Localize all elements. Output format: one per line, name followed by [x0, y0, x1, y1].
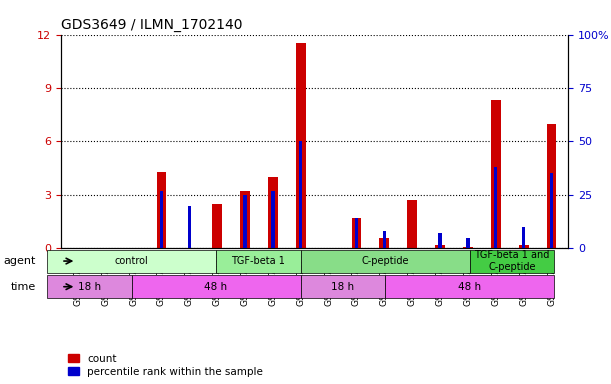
- Bar: [463, 247, 473, 248]
- Bar: [188, 205, 191, 248]
- Bar: [522, 227, 525, 248]
- Bar: [355, 218, 358, 248]
- Bar: [296, 43, 306, 248]
- FancyBboxPatch shape: [470, 250, 554, 273]
- Bar: [550, 174, 553, 248]
- Text: time: time: [10, 282, 35, 292]
- Text: TGF-beta 1 and
C-peptide: TGF-beta 1 and C-peptide: [474, 250, 549, 272]
- Bar: [435, 245, 445, 248]
- Text: agent: agent: [4, 256, 35, 266]
- Bar: [494, 167, 497, 248]
- Text: 48 h: 48 h: [205, 282, 228, 292]
- Bar: [271, 190, 274, 248]
- Bar: [299, 141, 302, 248]
- Bar: [156, 172, 166, 248]
- Bar: [491, 101, 500, 248]
- Legend: count, percentile rank within the sample: count, percentile rank within the sample: [67, 351, 265, 379]
- Bar: [466, 238, 470, 248]
- Text: TGF-beta 1: TGF-beta 1: [232, 256, 285, 266]
- Text: 18 h: 18 h: [78, 282, 101, 292]
- FancyBboxPatch shape: [47, 250, 216, 273]
- Bar: [519, 245, 529, 248]
- Bar: [351, 218, 361, 248]
- FancyBboxPatch shape: [301, 250, 470, 273]
- Text: 18 h: 18 h: [331, 282, 354, 292]
- Text: control: control: [115, 256, 148, 266]
- FancyBboxPatch shape: [47, 275, 131, 298]
- Bar: [379, 238, 389, 248]
- Bar: [212, 204, 222, 248]
- Text: GDS3649 / ILMN_1702140: GDS3649 / ILMN_1702140: [61, 18, 243, 32]
- Text: 48 h: 48 h: [458, 282, 481, 292]
- Bar: [408, 200, 417, 248]
- FancyBboxPatch shape: [301, 275, 385, 298]
- Bar: [382, 231, 386, 248]
- Bar: [438, 233, 442, 248]
- Bar: [240, 191, 250, 248]
- Bar: [547, 124, 557, 248]
- Bar: [243, 195, 247, 248]
- Bar: [268, 177, 278, 248]
- FancyBboxPatch shape: [131, 275, 301, 298]
- FancyBboxPatch shape: [216, 250, 301, 273]
- Bar: [159, 190, 163, 248]
- Text: C-peptide: C-peptide: [361, 256, 409, 266]
- FancyBboxPatch shape: [385, 275, 554, 298]
